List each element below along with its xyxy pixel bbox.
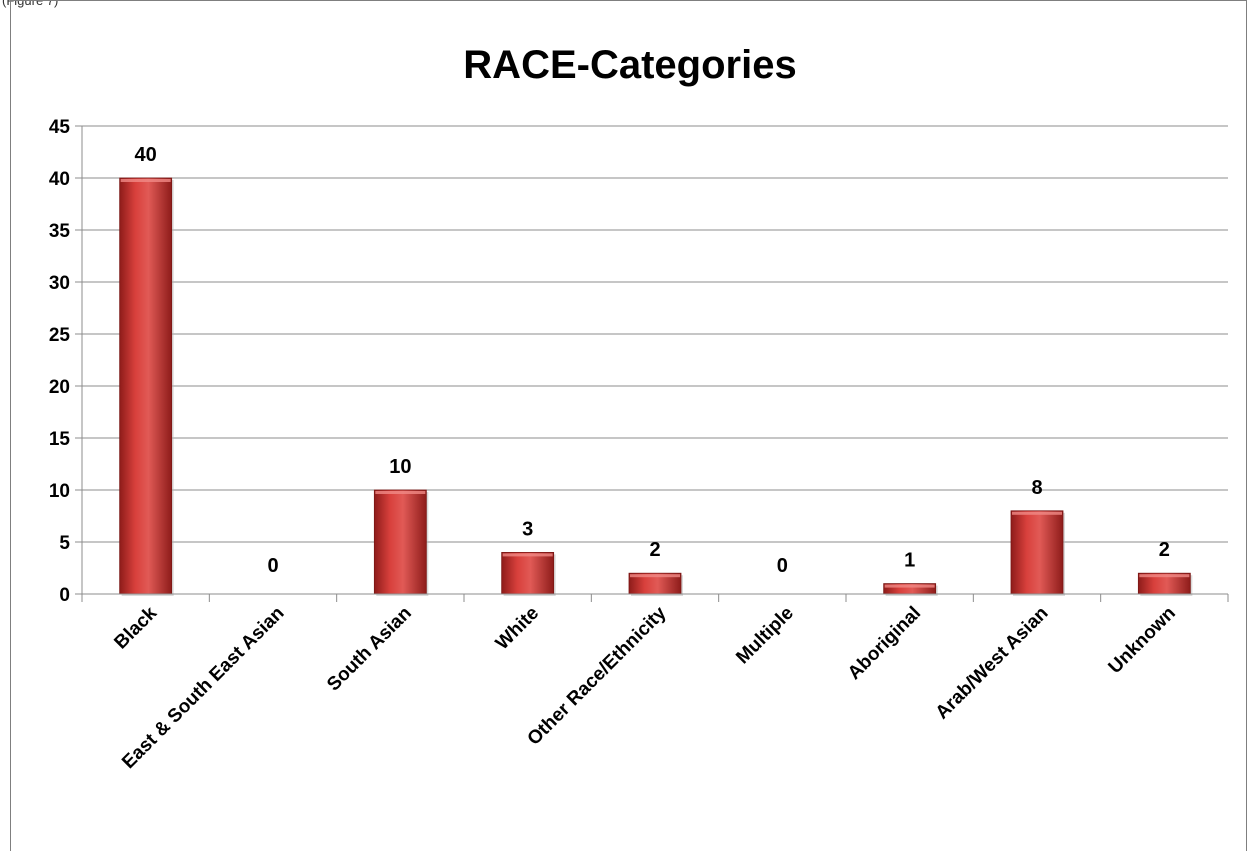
data-label: 2 [649, 539, 660, 561]
y-tick-label: 0 [59, 585, 70, 606]
bar-highlight [375, 491, 426, 494]
bar-highlight [502, 553, 553, 557]
y-axis: 0 5 10 15 20 25 30 35 40 45 [49, 117, 83, 606]
chart-frame [10, 0, 1247, 851]
x-tick-label: Arab/West Asian [932, 603, 1053, 724]
x-tick-label: Black [111, 602, 162, 653]
data-label: 8 [1031, 477, 1042, 499]
data-label: 1 [904, 550, 915, 572]
gridlines [82, 125, 1228, 543]
chart-title: RACE-Categories [463, 43, 796, 87]
y-tick-label: 20 [49, 377, 70, 398]
x-tick-label: South Asian [323, 603, 416, 696]
bar-highlight [1012, 511, 1062, 515]
y-tick-label: 5 [59, 533, 70, 554]
x-tick-label: Multiple [732, 603, 798, 669]
bar [1010, 510, 1064, 595]
y-tick-label: 30 [49, 273, 70, 294]
bar [373, 489, 427, 595]
bar-highlight [120, 179, 171, 182]
bar-highlight [1139, 574, 1190, 578]
figure-caption: (Figure 7) [2, 0, 59, 8]
y-tick-label: 15 [49, 429, 71, 450]
bar-highlight [884, 584, 935, 588]
data-label: 0 [267, 555, 278, 577]
data-label: 3 [522, 518, 533, 540]
data-label: 0 [777, 555, 788, 577]
x-tick-label: Other Race/Ethnicity [524, 602, 671, 749]
y-tick-label: 25 [49, 325, 71, 346]
y-tick-label: 35 [49, 221, 71, 242]
y-tick-label: 45 [49, 117, 71, 138]
y-tick-label: 10 [49, 481, 70, 502]
data-label: 2 [1159, 539, 1170, 561]
y-tick-label: 40 [49, 169, 70, 190]
data-label: 10 [389, 456, 411, 478]
x-tick-label: Unknown [1105, 603, 1180, 678]
bar [501, 552, 555, 595]
bars [119, 177, 1193, 596]
x-tick-label: White [492, 603, 543, 654]
x-tick-label: Aboriginal [844, 603, 925, 684]
bar [119, 177, 173, 595]
bar-highlight [630, 574, 680, 578]
data-labels: 40 0 10 3 2 0 1 8 2 [135, 144, 1170, 577]
data-label: 40 [135, 144, 157, 166]
